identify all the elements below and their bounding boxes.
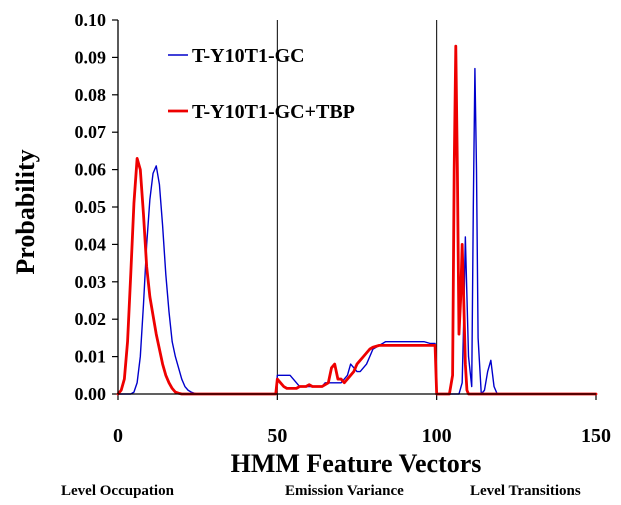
- x-tick-label: 150: [581, 425, 611, 447]
- section-labels: Level Occupation Emission Variance Level…: [0, 483, 621, 503]
- section-label-level-transitions: Level Transitions: [470, 483, 581, 499]
- section-label-level-occupation: Level Occupation: [61, 483, 174, 499]
- x-axis-ticks: 0 50 100 150: [113, 394, 611, 447]
- y-tick-label: 0.08: [75, 85, 107, 105]
- y-axis-title: Probability: [11, 149, 40, 274]
- x-tick-label: 100: [422, 425, 452, 447]
- y-tick-label: 0.02: [75, 309, 107, 329]
- y-tick-label: 0.00: [75, 384, 107, 404]
- y-axis-ticks: 0.00 0.01 0.02 0.03 0.04 0.05 0.06 0.07 0.08 0.09…: [75, 10, 118, 404]
- y-tick-label: 0.07: [75, 122, 107, 142]
- x-axis-title: HMM Feature Vectors: [231, 449, 482, 478]
- legend-label: T-Y10T1-GC+TBP: [192, 101, 355, 123]
- y-tick-label: 0.05: [75, 197, 107, 217]
- y-tick-label: 0.10: [75, 10, 107, 30]
- section-label-emission-variance: Emission Variance: [285, 483, 404, 499]
- x-tick-label: 50: [267, 425, 287, 447]
- y-tick-label: 0.01: [75, 347, 107, 367]
- line-chart: 0.00 0.01 0.02 0.03 0.04 0.05 0.06 0.07 0.08 0.09…: [11, 10, 611, 478]
- section-dividers: [276, 20, 438, 394]
- y-tick-label: 0.06: [75, 160, 107, 180]
- x-tick-label: 0: [113, 425, 123, 447]
- legend: T-Y10T1-GC T-Y10T1-GC+TBP: [168, 45, 355, 123]
- series-lines: [116, 44, 598, 396]
- legend-label: T-Y10T1-GC: [192, 45, 305, 67]
- series-line-2: [116, 44, 598, 396]
- y-tick-label: 0.09: [75, 47, 107, 67]
- series-line-1: [117, 67, 597, 395]
- y-tick-label: 0.03: [75, 272, 107, 292]
- y-tick-label: 0.04: [75, 234, 107, 254]
